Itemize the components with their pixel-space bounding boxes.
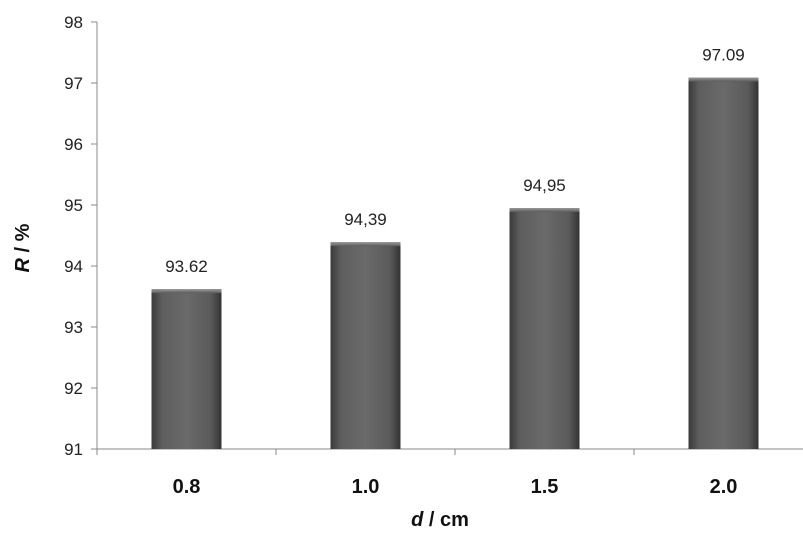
bar-body	[688, 77, 759, 449]
y-axis-ticks: 91 92 93 94 95 96 97 98	[64, 13, 97, 459]
x-tick-label: 1.0	[352, 476, 380, 498]
y-tick-label: 91	[64, 440, 83, 459]
bars	[151, 77, 759, 449]
bar-cap	[151, 289, 222, 294]
data-label: 94,39	[344, 210, 387, 229]
y-tick-label: 96	[64, 135, 83, 154]
x-axis-ticks	[96, 449, 635, 455]
x-tick-label: 2.0	[710, 476, 738, 498]
x-axis-var: d	[411, 509, 424, 531]
data-label: 93.62	[165, 257, 208, 276]
data-labels: 93.62 94,39 94,95 97.09	[165, 46, 745, 277]
bar	[330, 242, 401, 449]
y-tick-label: 92	[64, 379, 83, 398]
data-label: 94,95	[523, 176, 566, 195]
y-tick-label: 93	[64, 318, 83, 337]
y-tick-label: 94	[64, 257, 83, 276]
y-axis-unit: / %	[12, 223, 34, 258]
bar-body	[509, 208, 580, 449]
x-axis-unit: / cm	[423, 509, 469, 531]
bar	[151, 289, 222, 449]
y-axis-title: R / %	[12, 223, 34, 272]
category-labels: 0.8 1.0 1.5 2.0	[173, 476, 738, 498]
bar-cap	[330, 242, 401, 247]
bar	[688, 77, 759, 449]
bar-body	[330, 242, 401, 449]
bar-cap	[688, 77, 759, 82]
y-tick-label: 98	[64, 13, 83, 32]
bar	[509, 208, 580, 449]
data-label: 97.09	[702, 46, 745, 65]
y-axis-var: R	[12, 257, 34, 272]
y-tick-label: 95	[64, 196, 83, 215]
bar-cap	[509, 208, 580, 213]
x-axis-title: d / cm	[411, 509, 469, 531]
bar-body	[151, 289, 222, 449]
x-tick-label: 1.5	[531, 476, 559, 498]
x-tick-label: 0.8	[173, 476, 201, 498]
y-tick-label: 97	[64, 74, 83, 93]
